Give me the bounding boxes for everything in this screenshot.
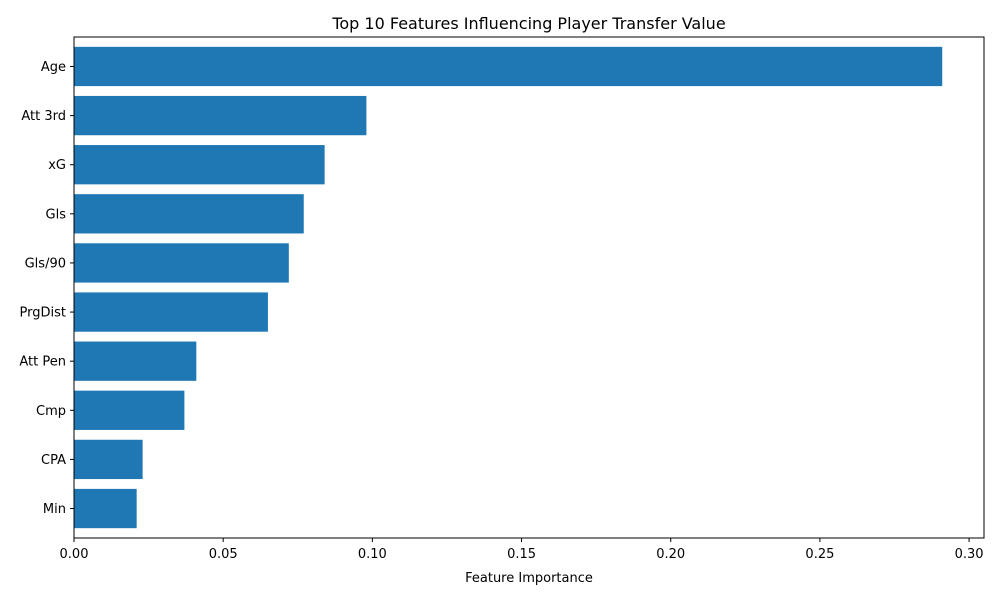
x-axis-label: Feature Importance bbox=[465, 571, 593, 586]
bar-min bbox=[74, 488, 137, 529]
y-tick-label: Att 3rd bbox=[21, 109, 66, 124]
x-tick-label: 0.30 bbox=[955, 547, 984, 562]
y-tick-label: Age bbox=[41, 60, 66, 75]
x-tick-label: 0.00 bbox=[60, 547, 89, 562]
bar-att-pen bbox=[74, 341, 197, 381]
x-tick-label: 0.10 bbox=[358, 547, 387, 562]
y-tick-label: Cmp bbox=[36, 404, 66, 419]
bar-gls bbox=[74, 194, 304, 234]
x-tick-label: 0.05 bbox=[209, 547, 238, 562]
plot-frame bbox=[73, 36, 985, 539]
x-axis-ticks: 0.00 0.05 0.10 0.15 0.20 0.25 0.30 bbox=[60, 538, 984, 562]
y-tick-label: Gls/90 bbox=[25, 256, 66, 271]
bar-xg bbox=[74, 145, 325, 185]
y-tick-label: CPA bbox=[41, 453, 66, 468]
bars-group bbox=[74, 46, 943, 529]
bar-cmp bbox=[74, 390, 185, 430]
y-tick-label: Gls bbox=[46, 207, 67, 222]
y-tick-label: Min bbox=[43, 502, 66, 517]
x-tick-label: 0.20 bbox=[656, 547, 685, 562]
x-tick-label: 0.15 bbox=[507, 547, 536, 562]
bar-cpa bbox=[74, 439, 143, 480]
x-tick-label: 0.25 bbox=[805, 547, 834, 562]
bar-gls-90 bbox=[74, 243, 289, 283]
y-axis-ticks: Age Att 3rd xG Gls Gls/90 PrgDist Att Pen Cmp CP… bbox=[19, 60, 74, 517]
y-tick-label: xG bbox=[48, 158, 66, 173]
chart-title: Top 10 Features Influencing Player Trans… bbox=[331, 14, 725, 33]
bar-att-3rd bbox=[74, 95, 367, 136]
bar-age bbox=[74, 46, 943, 87]
y-tick-label: Att Pen bbox=[19, 355, 66, 370]
bar-prgdist bbox=[74, 292, 268, 332]
y-tick-label: PrgDist bbox=[20, 306, 66, 321]
